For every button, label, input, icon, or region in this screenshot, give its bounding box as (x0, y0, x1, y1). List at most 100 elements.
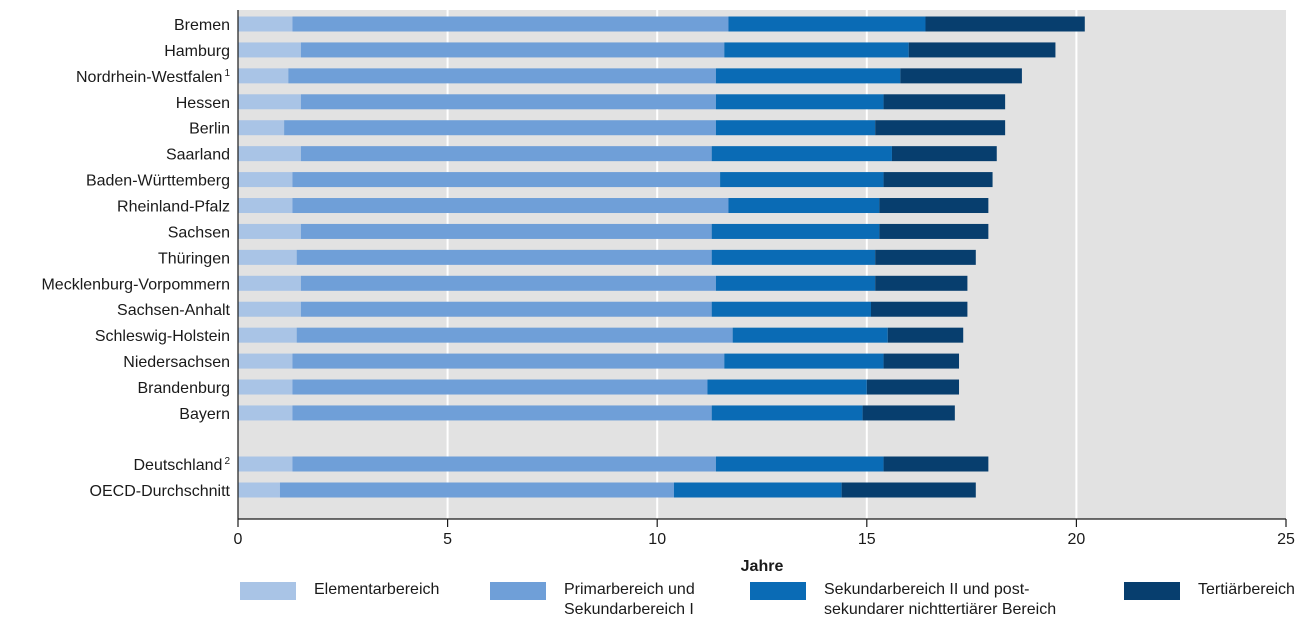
bar-segment (238, 198, 293, 214)
bar-segment (715, 275, 876, 291)
x-axis-title: Jahre (741, 558, 784, 575)
bar-segment (887, 327, 964, 343)
bar-segment (715, 456, 884, 472)
legend-item-elementarbereich: Elementarbereich (240, 580, 439, 600)
bar-segment (875, 249, 976, 265)
bar-segment (300, 301, 712, 317)
bar-segment (300, 275, 716, 291)
bar-segment (720, 172, 884, 188)
bar-segment (300, 42, 725, 58)
legend-label: Tertiärbereich (1198, 581, 1295, 598)
bar-segment (238, 146, 301, 162)
category-label: Saarland (166, 147, 230, 164)
legend-label: Elementarbereich (314, 581, 440, 598)
legend-swatch (750, 582, 806, 600)
bar-segment (883, 456, 989, 472)
bars (238, 16, 1085, 498)
bar-segment (292, 16, 729, 32)
bar-segment (879, 198, 989, 214)
bar-segment (715, 120, 876, 136)
bar-segment (292, 379, 708, 395)
bar-segment (238, 405, 293, 421)
bar-segment (300, 223, 712, 239)
bar-segment (292, 405, 712, 421)
category-label: Bayern (179, 406, 230, 423)
category-label: Deutschland 2 (133, 456, 230, 474)
category-label: Baden-Württemberg (86, 173, 230, 190)
bar-segment (866, 379, 960, 395)
bar-segment (238, 275, 301, 291)
category-label: Bremen (174, 17, 230, 34)
bar-segment (238, 16, 293, 32)
bar-segment (238, 172, 293, 188)
bar-segment (238, 68, 289, 84)
bar-segment (711, 223, 880, 239)
category-label: Rheinland-Pfalz (117, 199, 230, 216)
bar-segment (292, 456, 716, 472)
bar-segment (879, 223, 989, 239)
bar-segment (238, 249, 297, 265)
x-ticks: 0 5 10 15 20 25 (234, 519, 1295, 548)
bar-segment (238, 353, 293, 369)
category-label: Schleswig-Holstein (95, 328, 230, 345)
category-label: Sachsen (168, 224, 230, 241)
bar-segment (296, 327, 733, 343)
bar-segment (862, 405, 955, 421)
x-tick-label: 10 (648, 531, 666, 548)
category-label: Nordrhein-Westfalen 1 (76, 68, 230, 86)
bar-segment (238, 456, 293, 472)
bar-segment (238, 94, 301, 110)
bar-segment (300, 146, 712, 162)
legend-item-tertiaerbereich: Tertiärbereich (1124, 580, 1295, 600)
category-label: Brandenburg (137, 380, 230, 397)
bar-segment (238, 120, 285, 136)
bar-segment (724, 42, 909, 58)
legend-swatch (240, 582, 296, 600)
bar-segment (732, 327, 888, 343)
legend-label: Primarbereich und Sekundarbereich I (564, 581, 695, 618)
bar-segment (292, 198, 729, 214)
bar-segment (279, 482, 674, 498)
category-label: Niedersachsen (123, 354, 230, 371)
bar-segment (711, 405, 863, 421)
x-tick-label: 0 (234, 531, 243, 548)
bar-segment (296, 249, 712, 265)
category-label: Sachsen-Anhalt (117, 302, 231, 319)
bar-segment (883, 353, 960, 369)
category-labels: Bremen Hamburg Nordrhein-Westfalen 1 Hessen B… (41, 17, 230, 500)
legend-label: Sekundarbereich II und post- sekundarer … (824, 581, 1057, 618)
bar-segment (711, 249, 876, 265)
bar-segment (238, 301, 301, 317)
x-tick-label: 25 (1277, 531, 1295, 548)
legend-swatch (1124, 582, 1180, 600)
x-tick-label: 15 (858, 531, 876, 548)
bar-segment (288, 68, 716, 84)
bar-segment (238, 379, 293, 395)
stacked-bar-chart: Bremen Hamburg Nordrhein-Westfalen 1 Hessen B… (41, 10, 1295, 575)
bar-segment (715, 94, 884, 110)
bar-segment (300, 94, 716, 110)
bar-segment (673, 482, 842, 498)
bar-segment (925, 16, 1085, 32)
bar-segment (883, 172, 993, 188)
bar-segment (238, 482, 280, 498)
bar-segment (711, 146, 892, 162)
bar-segment (715, 68, 901, 84)
category-label: Hamburg (164, 43, 230, 60)
category-label: Mecklenburg-Vorpommern (41, 276, 230, 293)
x-tick-label: 5 (443, 531, 452, 548)
legend-swatch (490, 582, 546, 600)
bar-segment (238, 327, 297, 343)
bar-segment (908, 42, 1056, 58)
legend: Elementarbereich Primarbereich und Sekun… (0, 580, 1311, 631)
category-label: Thüringen (158, 250, 230, 267)
bar-segment (728, 16, 926, 32)
bar-segment (711, 301, 871, 317)
legend-item-primarbereich: Primarbereich und Sekundarbereich I (490, 580, 695, 620)
category-label: Hessen (176, 95, 230, 112)
bar-segment (875, 275, 968, 291)
bar-segment (900, 68, 1022, 84)
bar-segment (284, 120, 716, 136)
bar-segment (707, 379, 867, 395)
bar-segment (292, 172, 721, 188)
